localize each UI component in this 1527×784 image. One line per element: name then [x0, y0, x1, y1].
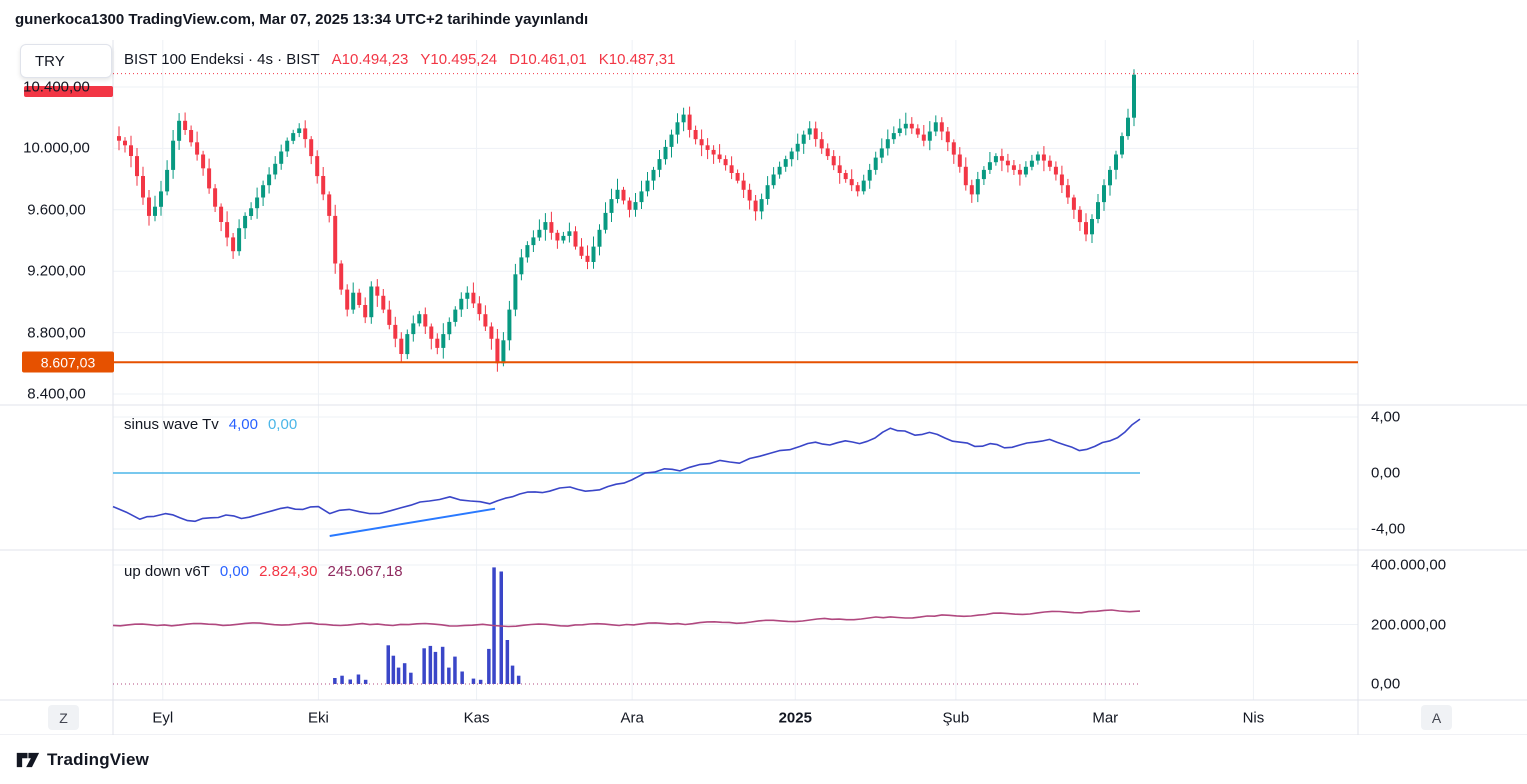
price-axis-label: 9.200,00	[27, 262, 86, 280]
volume-bar	[386, 645, 390, 684]
chart-plot-area[interactable]	[113, 40, 1358, 700]
sinus-axis-label: 4,00	[1371, 408, 1401, 426]
volume-bar	[428, 645, 433, 684]
tradingview-logo-text: TradingView	[47, 749, 150, 769]
updown-axis-label: 0,00	[1371, 675, 1401, 693]
footer-bar: TradingView	[0, 735, 1527, 784]
price-axis-label: 9.600,00	[27, 201, 86, 219]
updown-value-2: 2.824,30	[259, 563, 318, 580]
ohlc-low: D10.461,01	[509, 51, 587, 68]
price-axis-label: 10.000,00	[23, 139, 90, 157]
updown-value-3: 245.067,18	[327, 563, 403, 580]
auto-scale-button[interactable]: A	[1421, 705, 1452, 730]
indicator-title-updown[interactable]: up down v6T	[124, 563, 210, 580]
updown-axis-label: 400.000,00	[1371, 556, 1447, 574]
sinus-axis-label: 0,00	[1371, 464, 1401, 482]
volume-bar	[440, 646, 445, 684]
time-axis-label: Eki	[308, 709, 329, 727]
time-axis-label: Kas	[463, 709, 490, 727]
currency-toggle-button[interactable]: TRY	[20, 44, 112, 78]
ohlc-close-value: 10.487,31	[608, 51, 676, 68]
tradingview-logo[interactable]: TradingView	[15, 749, 149, 771]
volume-bar	[447, 667, 451, 684]
volume-bar	[471, 678, 476, 684]
volume-bar	[409, 672, 413, 684]
volume-bar	[356, 674, 361, 684]
timezone-button[interactable]: Z	[48, 705, 79, 730]
ohlc-open-label: A	[331, 51, 342, 68]
ohlc-open-value: 10.494,23	[341, 51, 409, 68]
ohlc-low-value: 10.461,01	[519, 51, 587, 68]
sinus-trendline	[329, 507, 496, 537]
ohlc-high-label: Y	[420, 51, 431, 68]
time-axis-label: Mar	[1092, 709, 1119, 727]
tradingview-logo-icon	[16, 752, 40, 767]
volume-bar	[348, 679, 352, 684]
volume-bar	[396, 667, 401, 684]
ohlc-close-label: K	[598, 51, 609, 68]
volume-bar	[333, 678, 337, 684]
volume-bar	[487, 648, 491, 684]
price-axis-label: 10.400,00	[23, 78, 90, 96]
sinus-wave-line	[112, 418, 1141, 523]
ohlc-high: Y10.495,24	[420, 51, 497, 68]
volume-bar	[460, 671, 464, 684]
time-scale[interactable]	[0, 700, 1527, 735]
indicator-title-sinus[interactable]: sinus wave Tv	[124, 416, 219, 433]
ohlc-close: K10.487,31	[599, 51, 676, 68]
volume-bar	[510, 665, 515, 684]
publication-header: gunerkoca1300 TradingView.com, Mar 07, 2…	[15, 11, 589, 28]
sinus-value-zero: 0,00	[267, 416, 298, 433]
level-price-label: 8.607,03	[22, 351, 114, 373]
time-axis-label: Ara	[620, 709, 644, 727]
volume-bar	[516, 675, 521, 684]
time-axis-label: 2025	[778, 709, 812, 727]
time-axis-label: Şub	[942, 709, 970, 727]
updown-pane-legend: up down v6T 0,00 2.824,30 245.067,18	[124, 563, 403, 580]
volume-bar	[422, 648, 426, 684]
symbol-title[interactable]: BIST 100 Endeksi · 4s · BIST	[124, 51, 320, 68]
main-pane-legend: BIST 100 Endeksi · 4s · BIST A10.494,23 …	[124, 51, 675, 68]
ohlc-open: A10.494,23	[332, 51, 409, 68]
updown-axis-label: 200.000,00	[1371, 616, 1447, 633]
volume-bar	[363, 679, 368, 684]
sinus-axis-label: -4,00	[1371, 520, 1406, 538]
price-axis-label: 8.400,00	[27, 385, 86, 403]
updown-value-1: 0,00	[219, 563, 250, 580]
volume-bar	[499, 571, 503, 684]
updown-line	[112, 609, 1141, 628]
volume-bar	[433, 651, 438, 684]
volume-bar	[505, 640, 510, 684]
price-axis-label: 8.800,00	[27, 324, 86, 342]
time-axis-label: Nis	[1242, 709, 1265, 727]
volume-bar	[340, 675, 344, 684]
ohlc-low-label: D	[509, 51, 520, 68]
time-axis-label: Eyl	[152, 709, 174, 727]
ohlc-high-value: 10.495,24	[430, 51, 498, 68]
sinus-value-amplitude: 4,00	[228, 416, 258, 433]
candles	[117, 69, 1136, 372]
volume-bar	[478, 679, 483, 684]
volume-bar	[453, 656, 457, 684]
volume-bar	[402, 663, 407, 684]
volume-bar	[391, 655, 396, 684]
last-price-label-fragment	[24, 86, 113, 97]
sinus-pane-legend: sinus wave Tv 4,00 0,00	[124, 416, 297, 433]
